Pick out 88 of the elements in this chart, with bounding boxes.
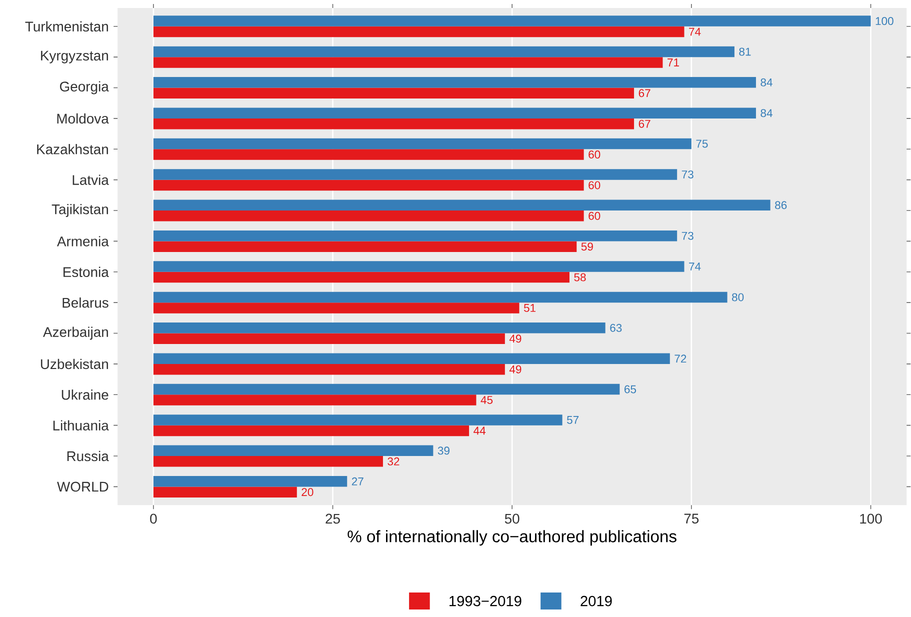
data-label: 75	[696, 140, 708, 148]
bar	[153, 200, 770, 211]
data-label: 84	[760, 78, 772, 87]
data-label: 74	[689, 28, 701, 36]
x-tick-label: 0	[150, 514, 157, 524]
data-label: 39	[438, 446, 450, 455]
data-label: 20	[302, 488, 314, 496]
y-tick-label: Belarus	[62, 298, 108, 308]
bar	[153, 57, 663, 68]
bar	[153, 241, 577, 252]
bar	[153, 16, 871, 27]
data-label: 72	[674, 354, 686, 363]
y-tick-label: Kyrgyzstan	[41, 51, 108, 64]
data-label: 44	[474, 426, 486, 435]
data-label: 27	[352, 478, 364, 486]
y-tick-label: Ukraine	[62, 390, 108, 400]
x-axis-title: % of internationally co−authored publications	[348, 530, 676, 546]
y-tick-label: Moldova	[57, 113, 109, 124]
x-tick-label: 25	[326, 514, 340, 524]
bar	[153, 486, 297, 498]
data-label: 59	[581, 242, 593, 251]
bar	[153, 108, 756, 119]
data-label: 51	[524, 304, 536, 312]
data-label: 45	[480, 396, 493, 404]
y-tick-label: Armenia	[56, 236, 109, 246]
data-label: 71	[668, 58, 679, 66]
bar	[153, 26, 684, 38]
y-tick-label: Russia	[67, 451, 109, 462]
bar	[153, 302, 520, 314]
y-tick-label: Uzbekistan	[40, 358, 108, 370]
bar	[153, 364, 505, 375]
y-tick-label: Azerbaijan	[43, 326, 108, 340]
bar	[153, 118, 634, 130]
data-label: 86	[775, 201, 787, 210]
bar	[153, 230, 678, 242]
data-label: 63	[610, 324, 622, 332]
x-tick-label: 50	[504, 514, 520, 524]
y-tick-label: WORLD	[57, 482, 108, 492]
data-label: 81	[739, 48, 751, 56]
data-label: 73	[682, 170, 694, 179]
y-tick-label: Kazakhstan	[37, 144, 108, 154]
bar	[153, 445, 434, 456]
data-label: 84	[760, 109, 772, 118]
y-tick-label: Lithuania	[53, 420, 109, 431]
bar	[153, 414, 562, 426]
data-label: 73	[682, 232, 694, 240]
data-label: 49	[509, 365, 522, 374]
data-label: 60	[588, 212, 600, 220]
bar	[153, 292, 728, 303]
data-label: 74	[689, 262, 701, 271]
y-tick-label: Latvia	[72, 174, 109, 186]
data-label: 49	[509, 334, 522, 343]
bar	[153, 333, 505, 344]
bar	[153, 456, 383, 467]
bar	[153, 169, 678, 180]
data-label: 58	[574, 273, 586, 282]
bar	[153, 425, 470, 436]
data-label: 57	[567, 416, 579, 424]
bar	[153, 272, 570, 283]
y-tick-label: Georgia	[60, 81, 109, 94]
bar	[153, 180, 584, 191]
bar	[153, 476, 348, 487]
y-tick-label: Tajikistan	[52, 204, 108, 218]
bar	[153, 322, 606, 334]
bar	[153, 384, 620, 395]
x-tick-label: 75	[684, 514, 699, 524]
data-label: 67	[638, 120, 650, 128]
data-label: 65	[624, 385, 636, 394]
data-label: 60	[588, 181, 600, 190]
bar	[153, 261, 684, 272]
data-label: 32	[388, 458, 400, 466]
bar	[153, 394, 476, 406]
bar	[153, 353, 670, 364]
data-label: 60	[588, 150, 600, 159]
bar	[153, 138, 692, 150]
data-label: 100	[876, 17, 894, 26]
bar	[153, 149, 584, 160]
legend-label: 1993−2019	[450, 596, 522, 606]
bar	[153, 210, 584, 222]
legend-label: 2019	[580, 596, 612, 606]
bar	[153, 77, 756, 88]
y-tick-label: Estonia	[64, 266, 109, 278]
data-label: 67	[638, 89, 650, 98]
x-tick-label: 100	[860, 514, 882, 524]
bar	[153, 46, 734, 58]
data-label: 80	[732, 293, 744, 302]
y-tick-label: Turkmenistan	[25, 21, 108, 32]
bar	[153, 88, 634, 99]
